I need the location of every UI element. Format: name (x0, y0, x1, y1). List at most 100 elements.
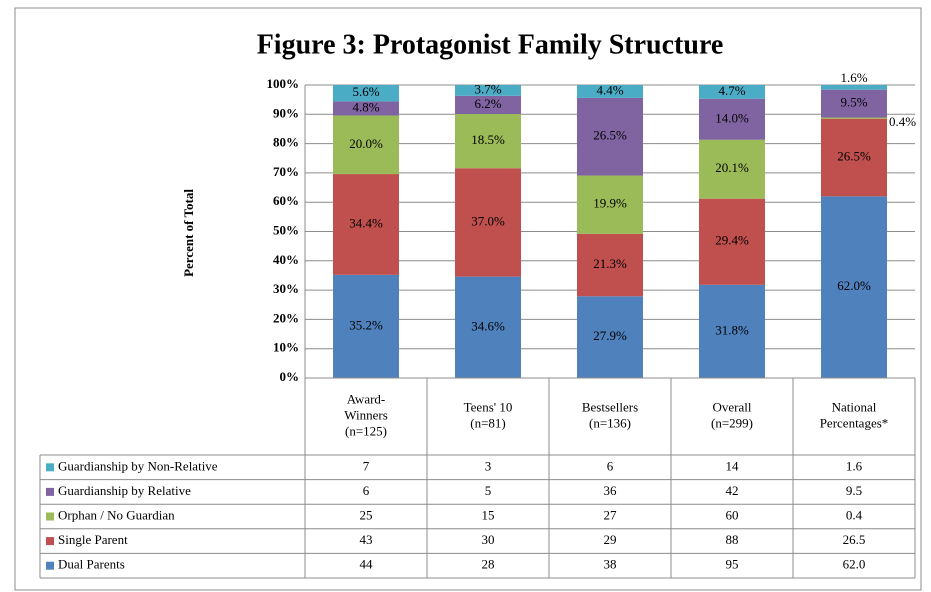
data-label: 4.7% (718, 83, 745, 98)
bar-segment (333, 85, 399, 102)
legend-swatch (46, 512, 54, 521)
y-tick-label: 100% (267, 76, 300, 91)
data-label: 62.0% (837, 278, 871, 293)
bar-segment (699, 85, 765, 99)
bar-segment (821, 117, 887, 119)
table-cell: 6 (363, 483, 370, 498)
table-cell: 14 (726, 458, 740, 473)
legend-label: Orphan / No Guardian (58, 507, 175, 522)
x-tick-label: (n=136) (589, 415, 631, 430)
bar-segment (455, 276, 521, 378)
bar-segment (577, 233, 643, 297)
bar-segment (455, 85, 521, 96)
x-tick-label: (n=81) (470, 415, 506, 430)
bar-segment (699, 198, 765, 285)
data-label: 20.1% (715, 160, 749, 175)
y-tick-label: 90% (273, 105, 299, 120)
table-cell: 60 (726, 507, 739, 522)
y-tick-label: 30% (273, 281, 299, 296)
bar-segment (455, 114, 521, 169)
bar-segment (699, 98, 765, 140)
bar-segment (821, 118, 887, 197)
data-label: 18.5% (471, 132, 505, 147)
data-label: 20.0% (349, 136, 383, 151)
bar-segment (333, 174, 399, 275)
y-tick-label: 0% (280, 369, 300, 384)
bar-segment (333, 274, 399, 378)
data-label: 6.2% (474, 96, 501, 111)
bar-segment (821, 89, 887, 118)
data-label: 31.8% (715, 322, 749, 337)
data-label: 1.6% (840, 70, 867, 85)
x-tick-label: (n=125) (345, 423, 387, 438)
y-tick-label: 50% (273, 222, 299, 237)
table-cell: 30 (482, 532, 495, 547)
bar-segment (821, 85, 887, 90)
table-cell: 88 (726, 532, 739, 547)
data-label: 29.4% (715, 233, 749, 248)
data-label: 4.4% (596, 82, 623, 97)
legend-label: Single Parent (58, 532, 128, 547)
y-tick-label: 10% (273, 340, 299, 355)
y-tick-label: 60% (273, 193, 299, 208)
legend-swatch (46, 487, 54, 496)
data-label: 4.8% (352, 99, 379, 114)
y-tick-label: 20% (273, 310, 299, 325)
bar-segment (577, 85, 643, 98)
x-tick-label: Percentages* (820, 415, 889, 430)
x-tick-label: National (832, 399, 877, 414)
data-label: 27.9% (593, 328, 627, 343)
bar-segment (577, 296, 643, 378)
data-label: 34.4% (349, 215, 383, 230)
legend-swatch (46, 561, 54, 570)
data-label: 3.7% (474, 81, 501, 96)
bar-segment (699, 139, 765, 199)
legend-swatch (46, 463, 54, 472)
data-label: 14.0% (715, 110, 749, 125)
x-tick-label: (n=299) (711, 415, 753, 430)
data-label: 9.5% (840, 95, 867, 110)
bar-segment (455, 168, 521, 277)
bar-segment (699, 284, 765, 378)
table-cell: 15 (482, 507, 495, 522)
table-cell: 0.4 (846, 507, 863, 522)
table-cell: 9.5 (846, 483, 862, 498)
table-cell: 1.6 (846, 458, 863, 473)
x-tick-label: Overall (713, 399, 752, 414)
table-cell: 28 (482, 557, 495, 572)
table-cell: 62.0 (843, 557, 866, 572)
bar-segment (455, 95, 521, 115)
x-tick-label: Bestsellers (582, 399, 638, 414)
x-tick-label: Teens' 10 (464, 399, 513, 414)
table-cell: 42 (726, 483, 739, 498)
legend-label: Guardianship by Non-Relative (58, 458, 218, 473)
table-cell: 3 (485, 458, 492, 473)
table-cell: 38 (604, 557, 617, 572)
table-cell: 26.5 (843, 532, 866, 547)
legend-swatch (46, 537, 54, 546)
table-cell: 36 (604, 483, 618, 498)
data-label: 26.5% (837, 149, 871, 164)
y-tick-label: 40% (273, 252, 299, 267)
table-cell: 7 (363, 458, 370, 473)
data-label: 34.6% (471, 318, 505, 333)
table-cell: 6 (607, 458, 614, 473)
table-cell: 5 (485, 483, 492, 498)
legend-label: Dual Parents (58, 557, 125, 572)
table-cell: 27 (604, 507, 618, 522)
table-cell: 43 (360, 532, 373, 547)
y-axis-label: Percent of Total (181, 189, 196, 277)
x-tick-label: Award- (347, 391, 386, 406)
y-tick-label: 70% (273, 164, 299, 179)
bar-segment (821, 196, 887, 378)
data-label: 21.3% (593, 256, 627, 271)
data-label: 0.4% (889, 114, 916, 129)
y-tick-label: 80% (273, 135, 299, 150)
table-cell: 95 (726, 557, 739, 572)
legend-label: Guardianship by Relative (58, 483, 191, 498)
table-cell: 44 (360, 557, 374, 572)
data-label: 19.9% (593, 196, 627, 211)
data-label: 5.6% (352, 84, 379, 99)
